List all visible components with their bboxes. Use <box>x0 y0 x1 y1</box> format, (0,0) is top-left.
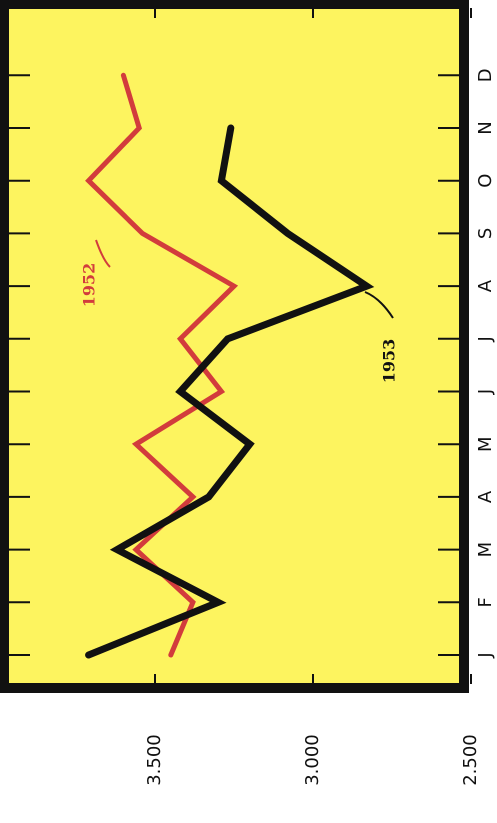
month-label: D <box>475 68 496 82</box>
y-axis-ticks: 3.500 3.000 2.500 <box>144 8 481 786</box>
value-tick-label: 3.000 <box>302 734 323 786</box>
month-label: N <box>475 121 496 134</box>
value-tick-label: 2.500 <box>460 734 481 786</box>
series-line-1953 <box>85 124 375 659</box>
month-label: J <box>475 336 496 342</box>
series-lines <box>85 72 375 659</box>
month-label: J <box>475 652 496 658</box>
month-label: O <box>475 174 496 188</box>
plot-frame <box>0 0 469 693</box>
month-label: F <box>475 597 496 607</box>
series-label-1953: 1953 <box>380 339 399 384</box>
month-label: A <box>475 279 496 292</box>
series-label-1952: 1952 <box>80 263 99 308</box>
value-tick-label: 3.500 <box>144 734 165 786</box>
month-label: M <box>475 542 496 558</box>
series-labels: 1952 1953 <box>80 239 399 384</box>
month-label: J <box>475 389 496 395</box>
month-label: A <box>475 490 496 503</box>
x-axis-ticks: J F M A M J J A S O N D <box>8 68 496 659</box>
month-label: S <box>475 228 496 239</box>
series-label-arrow-1953 <box>364 291 394 319</box>
month-label: M <box>475 436 496 452</box>
series-label-arrow-1952 <box>95 239 111 268</box>
